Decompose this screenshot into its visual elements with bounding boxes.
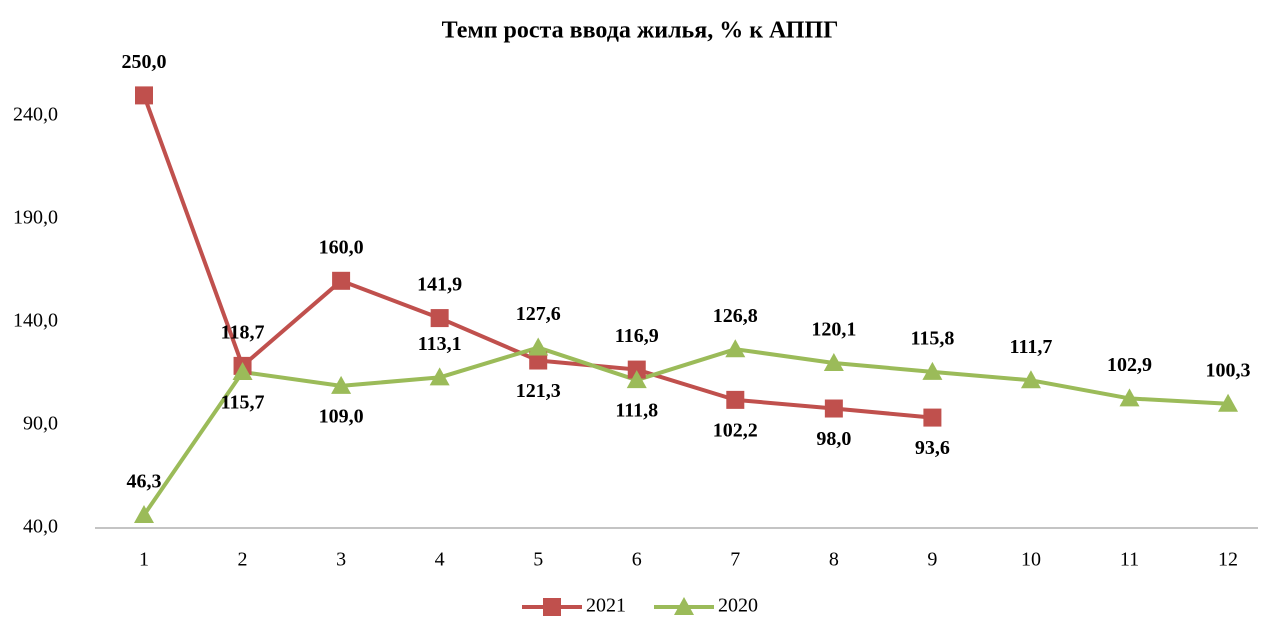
marker [823, 352, 844, 371]
x-tick-label: 5 [533, 549, 543, 571]
y-tick-label: 190,0 [13, 207, 58, 229]
x-tick-label: 3 [336, 549, 346, 571]
marker [135, 86, 153, 105]
marker [1020, 370, 1041, 389]
data-label: 121,3 [516, 380, 561, 402]
data-label: 126,8 [713, 305, 758, 327]
data-label: 115,7 [221, 392, 265, 414]
chart-title: Темп роста ввода жилья, % к АППГ [442, 18, 839, 44]
data-label: 127,6 [516, 303, 561, 325]
data-label: 160,0 [319, 236, 364, 258]
data-label: 102,9 [1107, 354, 1152, 376]
x-tick-label: 8 [829, 549, 839, 571]
data-label: 250,0 [122, 51, 167, 73]
data-label: 115,8 [910, 327, 954, 349]
x-tick-label: 1 [139, 549, 149, 571]
data-label: 100,3 [1206, 359, 1251, 381]
y-tick-label: 240,0 [13, 104, 58, 126]
y-tick-label: 140,0 [13, 310, 58, 332]
marker [626, 370, 647, 389]
data-label: 141,9 [417, 274, 462, 296]
marker [430, 309, 449, 328]
x-tick-label: 7 [730, 549, 740, 571]
data-label: 93,6 [915, 437, 950, 459]
marker [1119, 388, 1140, 407]
x-tick-label: 10 [1021, 549, 1041, 571]
x-tick-label: 4 [435, 549, 445, 571]
legend-label: 2021 [586, 595, 626, 617]
data-label: 111,7 [1010, 336, 1053, 358]
marker [429, 367, 450, 386]
x-tick-label: 12 [1218, 549, 1238, 571]
data-label: 111,8 [615, 400, 658, 422]
legend-label: 2020 [718, 595, 758, 617]
data-label: 102,2 [713, 419, 758, 441]
marker [725, 339, 746, 358]
x-tick-label: 9 [927, 549, 937, 571]
marker [824, 399, 843, 418]
marker [331, 375, 352, 394]
marker [627, 360, 646, 379]
series-line [142, 345, 1229, 517]
data-label: 98,0 [816, 428, 851, 450]
marker [332, 271, 351, 290]
x-tick-label: 6 [632, 549, 642, 571]
marker [923, 408, 942, 427]
y-tick-label: 90,0 [23, 413, 58, 435]
data-label: 46,3 [127, 471, 162, 493]
marker [922, 361, 943, 380]
marker [134, 505, 154, 524]
data-label: 116,9 [615, 325, 659, 347]
y-tick-label: 40,0 [23, 516, 58, 538]
marker [543, 598, 561, 616]
marker [528, 337, 549, 356]
marker [674, 597, 694, 615]
x-tick-label: 2 [238, 549, 248, 571]
data-label: 109,0 [319, 405, 364, 427]
data-label: 118,7 [221, 321, 265, 343]
marker [726, 390, 745, 409]
marker [232, 362, 253, 381]
marker [529, 351, 548, 370]
x-tick-label: 11 [1120, 549, 1139, 571]
marker [1218, 393, 1239, 412]
data-label: 113,1 [418, 333, 462, 355]
data-label: 120,1 [811, 319, 856, 341]
